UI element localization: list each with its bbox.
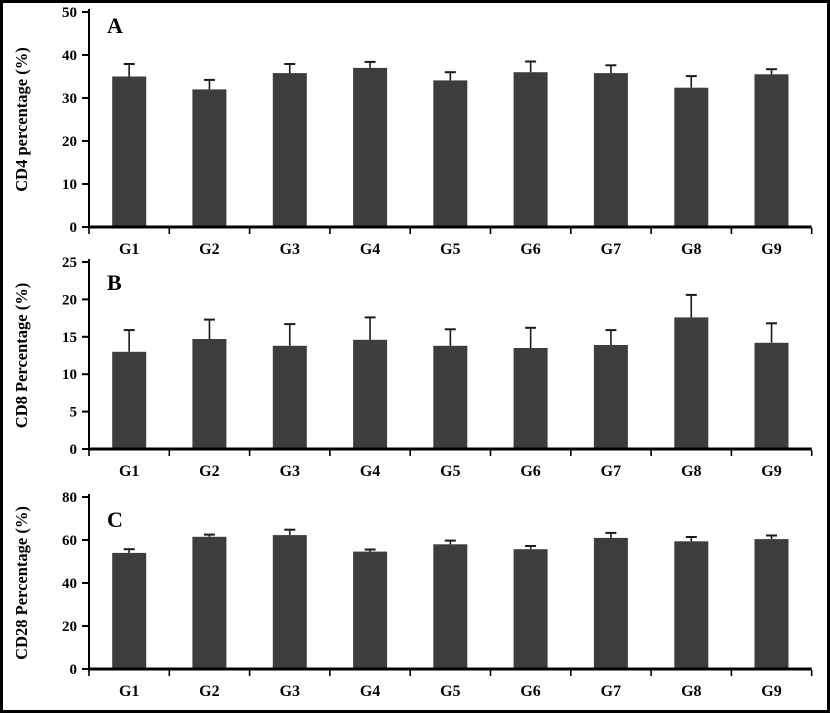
bar-g3 <box>272 345 307 449</box>
x-category-label: G5 <box>440 463 460 480</box>
x-category-label: G6 <box>520 463 540 480</box>
y-tick-label: 15 <box>62 330 77 346</box>
bar-g9 <box>754 74 789 227</box>
panel-letter: C <box>107 507 123 532</box>
y-tick-label: 80 <box>62 490 77 506</box>
x-category-label: G8 <box>681 241 701 258</box>
y-axis-title: CD28 Percentage (%) <box>12 506 31 660</box>
x-category-label: G3 <box>280 463 300 480</box>
bar-g4 <box>353 339 388 449</box>
bar-g3 <box>272 73 307 227</box>
x-category-label: G1 <box>119 683 139 700</box>
bar-g2 <box>192 89 227 228</box>
bar-g2 <box>192 536 227 669</box>
y-tick-label: 20 <box>62 292 77 308</box>
x-category-label: G9 <box>761 463 781 480</box>
y-tick-label: 50 <box>62 5 77 21</box>
bar-g4 <box>353 67 388 228</box>
chart-panel-a: 0 10 20 30 40 50 G1 G2 G3 G4 G5 G6 G7 G8 G9 CD4 percent… <box>12 5 813 258</box>
x-category-label: G9 <box>761 683 781 700</box>
bar-g6 <box>513 348 548 449</box>
bar-g6 <box>513 72 548 227</box>
bar-g7 <box>593 345 628 449</box>
x-category-label: G3 <box>280 241 300 258</box>
bar-g7 <box>593 73 628 227</box>
bar-g5 <box>433 345 468 449</box>
bar-g8 <box>674 541 709 669</box>
x-category-label: G1 <box>119 241 139 258</box>
y-axis-title: CD8 Percentage (%) <box>12 283 31 428</box>
panel-letter: A <box>107 13 123 38</box>
y-tick-label: 10 <box>62 177 77 193</box>
bar-g5 <box>433 544 468 669</box>
y-tick-label: 20 <box>62 619 77 635</box>
x-category-label: G7 <box>601 683 621 700</box>
y-tick-label: 0 <box>70 220 78 236</box>
x-category-label: G2 <box>199 463 219 480</box>
y-tick-label: 0 <box>70 442 78 458</box>
x-category-label: G8 <box>681 463 701 480</box>
x-category-label: G7 <box>601 463 621 480</box>
bar-g4 <box>353 551 388 669</box>
y-axis-title: CD4 percentage (%) <box>12 47 31 192</box>
x-category-label: G4 <box>360 683 380 700</box>
x-category-label: G9 <box>761 241 781 258</box>
x-category-label: G5 <box>440 683 460 700</box>
x-category-label: G6 <box>520 683 540 700</box>
bar-g2 <box>192 339 227 449</box>
bar-g1 <box>112 552 147 669</box>
x-category-label: G8 <box>681 683 701 700</box>
chart-panel-b: 0 5 10 15 20 25 G1 G2 G3 G4 G5 G6 G7 G8 G9 CD8 Percenta… <box>12 255 813 480</box>
y-tick-label: 10 <box>62 367 77 383</box>
bar-g9 <box>754 342 789 449</box>
x-category-label: G2 <box>199 241 219 258</box>
y-tick-label: 40 <box>62 48 77 64</box>
y-tick-label: 60 <box>62 533 77 549</box>
y-tick-label: 40 <box>62 576 77 592</box>
x-category-label: G2 <box>199 683 219 700</box>
bar-g5 <box>433 80 468 228</box>
y-tick-label: 25 <box>62 255 77 271</box>
bar-g6 <box>513 549 548 669</box>
y-tick-label: 5 <box>70 405 78 421</box>
y-tick-label: 30 <box>62 91 77 107</box>
bar-g1 <box>112 351 147 449</box>
bar-g7 <box>593 537 628 669</box>
panel-letter: B <box>107 270 122 295</box>
x-category-label: G7 <box>601 241 621 258</box>
x-category-label: G6 <box>520 241 540 258</box>
chart-panel-c: 0 20 40 60 80 G1 G2 G3 G4 G5 G6 G7 G8 G9 CD28 Percenta… <box>12 490 813 700</box>
x-category-label: G1 <box>119 463 139 480</box>
bar-g8 <box>674 317 709 449</box>
x-category-label: G4 <box>360 241 380 258</box>
bar-g1 <box>112 76 147 227</box>
x-category-label: G4 <box>360 463 380 480</box>
x-category-label: G3 <box>280 683 300 700</box>
x-category-label: G5 <box>440 241 460 258</box>
y-tick-label: 20 <box>62 134 77 150</box>
bar-g3 <box>272 535 307 669</box>
bar-g9 <box>754 539 789 669</box>
bar-g8 <box>674 87 709 227</box>
y-tick-label: 0 <box>70 662 78 678</box>
